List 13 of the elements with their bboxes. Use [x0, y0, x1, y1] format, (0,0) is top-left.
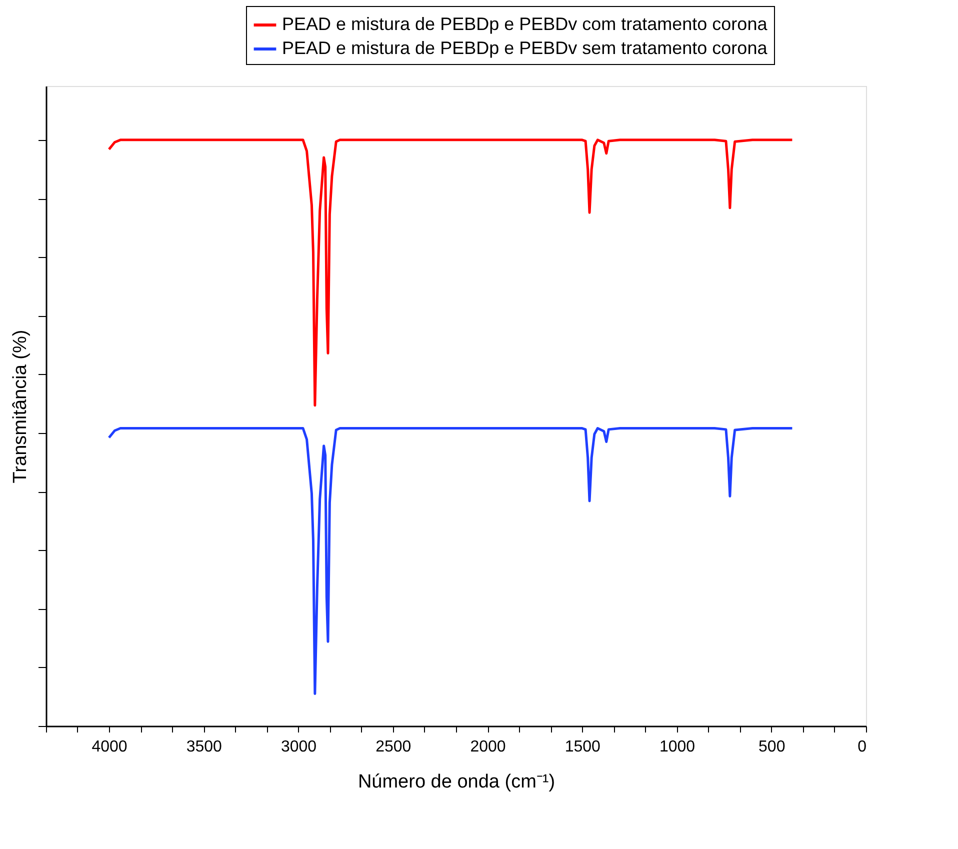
y-axis-title: Transmitância (%) [10, 330, 31, 484]
x-tick-label: 3500 [186, 738, 222, 756]
x-tick-label: 2500 [376, 738, 412, 756]
x-tick-label: 3000 [280, 738, 317, 756]
legend-label: PEAD e mistura de PEBDp e PEBDv com tratamento corona [282, 14, 768, 34]
x-tick-label: 500 [758, 738, 786, 756]
x-axis-title: Número de onda (cm⁻¹) [358, 772, 556, 792]
x-tick-label: 4000 [92, 738, 128, 756]
x-tick-label: 1500 [564, 738, 601, 756]
legend-label: PEAD e mistura de PEBDp e PEBDv sem tratamento corona [282, 38, 768, 58]
x-tick-label: 2000 [470, 738, 506, 756]
x-tick-label: 1000 [659, 738, 696, 756]
x-tick-label: 0 [858, 738, 867, 756]
